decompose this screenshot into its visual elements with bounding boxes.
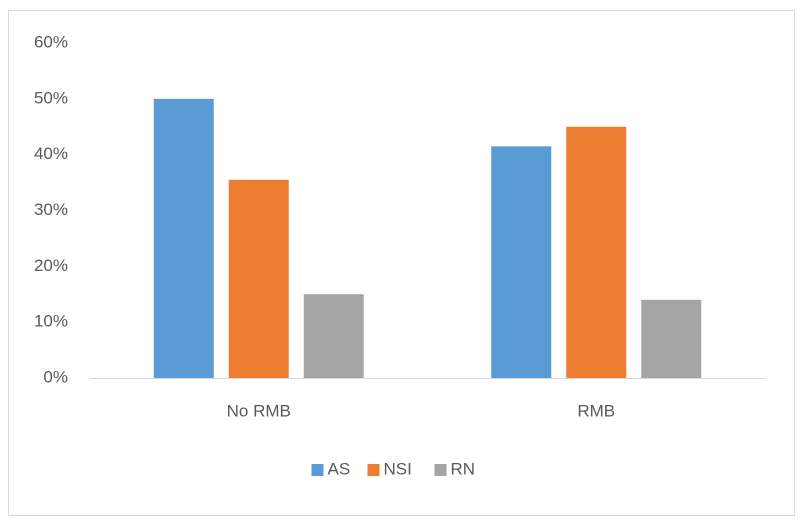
legend-swatch: [367, 464, 380, 476]
y-tick-label: 40%: [34, 144, 68, 163]
bar: [228, 179, 289, 378]
y-tick-label: 20%: [34, 256, 68, 275]
bar: [303, 294, 364, 378]
y-tick-label: 60%: [34, 32, 68, 51]
y-tick-label: 50%: [34, 88, 68, 107]
legend-swatch: [311, 464, 324, 476]
y-tick-label: 30%: [34, 200, 68, 219]
x-tick-label: No RMB: [227, 401, 291, 420]
legend-label: AS: [328, 459, 351, 478]
legend-swatch: [434, 464, 447, 476]
chart-border: [8, 10, 795, 516]
y-tick-label: 10%: [34, 312, 68, 331]
bar: [153, 98, 214, 378]
bar: [641, 299, 702, 378]
y-tick-label: 0%: [43, 367, 68, 386]
bar: [491, 146, 552, 378]
legend-label: RN: [451, 459, 476, 478]
legend-label: NSI: [384, 459, 412, 478]
x-tick-label: RMB: [577, 401, 615, 420]
bar: [566, 126, 627, 378]
